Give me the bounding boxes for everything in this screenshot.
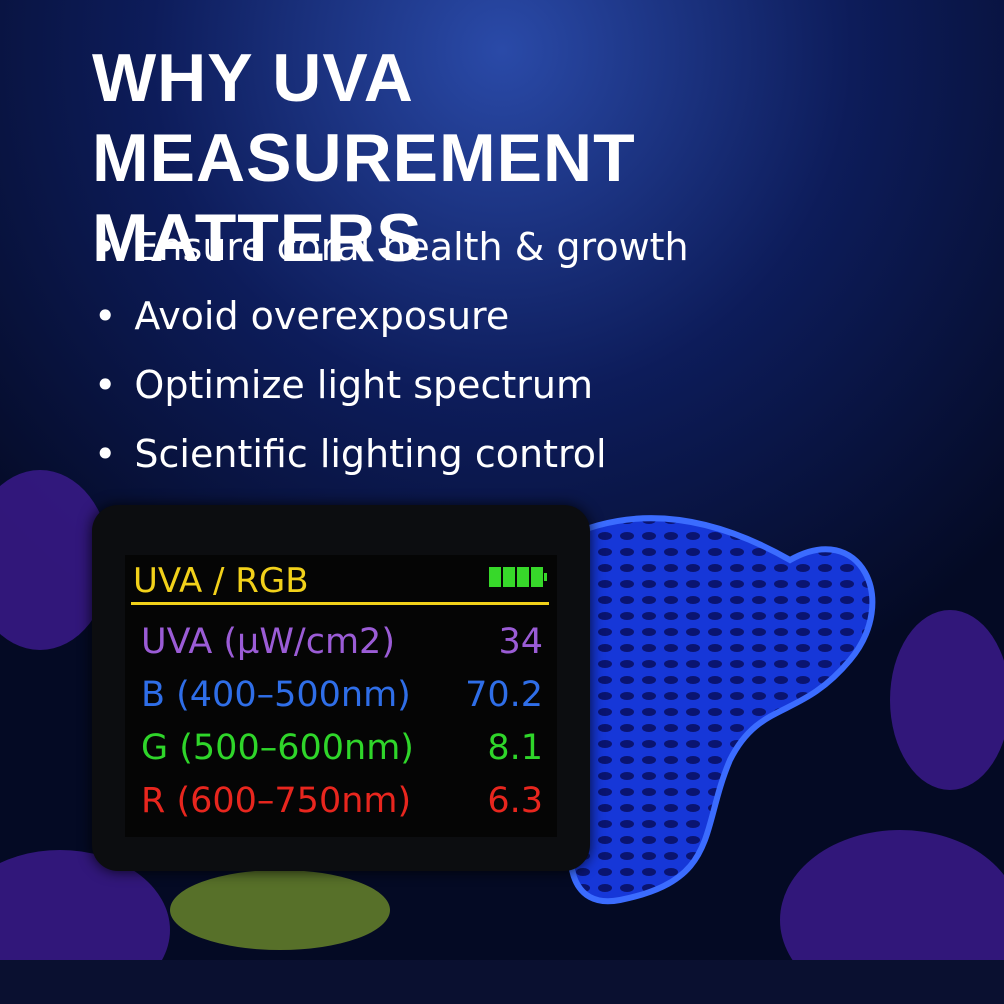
reading-row: G (500–600nm) 8.1 bbox=[141, 723, 543, 773]
seabed bbox=[0, 960, 1004, 1004]
bullet: Ensure coral health & growth bbox=[94, 220, 688, 289]
divider bbox=[131, 602, 549, 605]
reading-value: 6.3 bbox=[487, 781, 543, 821]
screen: UVA / RGB UVA (µW/cm2) 34 B (400–500nm) 70.… bbox=[125, 555, 557, 837]
screen-title: UVA / RGB bbox=[133, 561, 309, 601]
reading-row: UVA (µW/cm2) 34 bbox=[141, 617, 543, 667]
reading-label: R (600–750nm) bbox=[141, 781, 412, 821]
green-coral bbox=[170, 870, 390, 950]
battery bbox=[489, 567, 547, 587]
bullet: Scientific lighting control bbox=[94, 427, 689, 496]
bullet: Avoid overexposure bbox=[94, 289, 689, 358]
clam bbox=[556, 515, 876, 905]
reading-row: R (600–750nm) 6.3 bbox=[141, 776, 543, 826]
bullet: Optimize light spectrum bbox=[94, 358, 689, 427]
reading-value: 70.2 bbox=[465, 675, 543, 715]
reading-value: 34 bbox=[498, 622, 543, 662]
meter: UVA / RGB UVA (µW/cm2) 34 B (400–500nm) 70.… bbox=[92, 505, 590, 871]
reading-label: G (500–600nm) bbox=[141, 728, 414, 768]
bullet-list: Ensure coral health & growth Avoid overe… bbox=[94, 220, 689, 496]
reading-value: 8.1 bbox=[487, 728, 543, 768]
reading-label: UVA (µW/cm2) bbox=[141, 622, 395, 662]
reading-row: B (400–500nm) 70.2 bbox=[141, 670, 543, 720]
reading-label: B (400–500nm) bbox=[141, 675, 411, 715]
